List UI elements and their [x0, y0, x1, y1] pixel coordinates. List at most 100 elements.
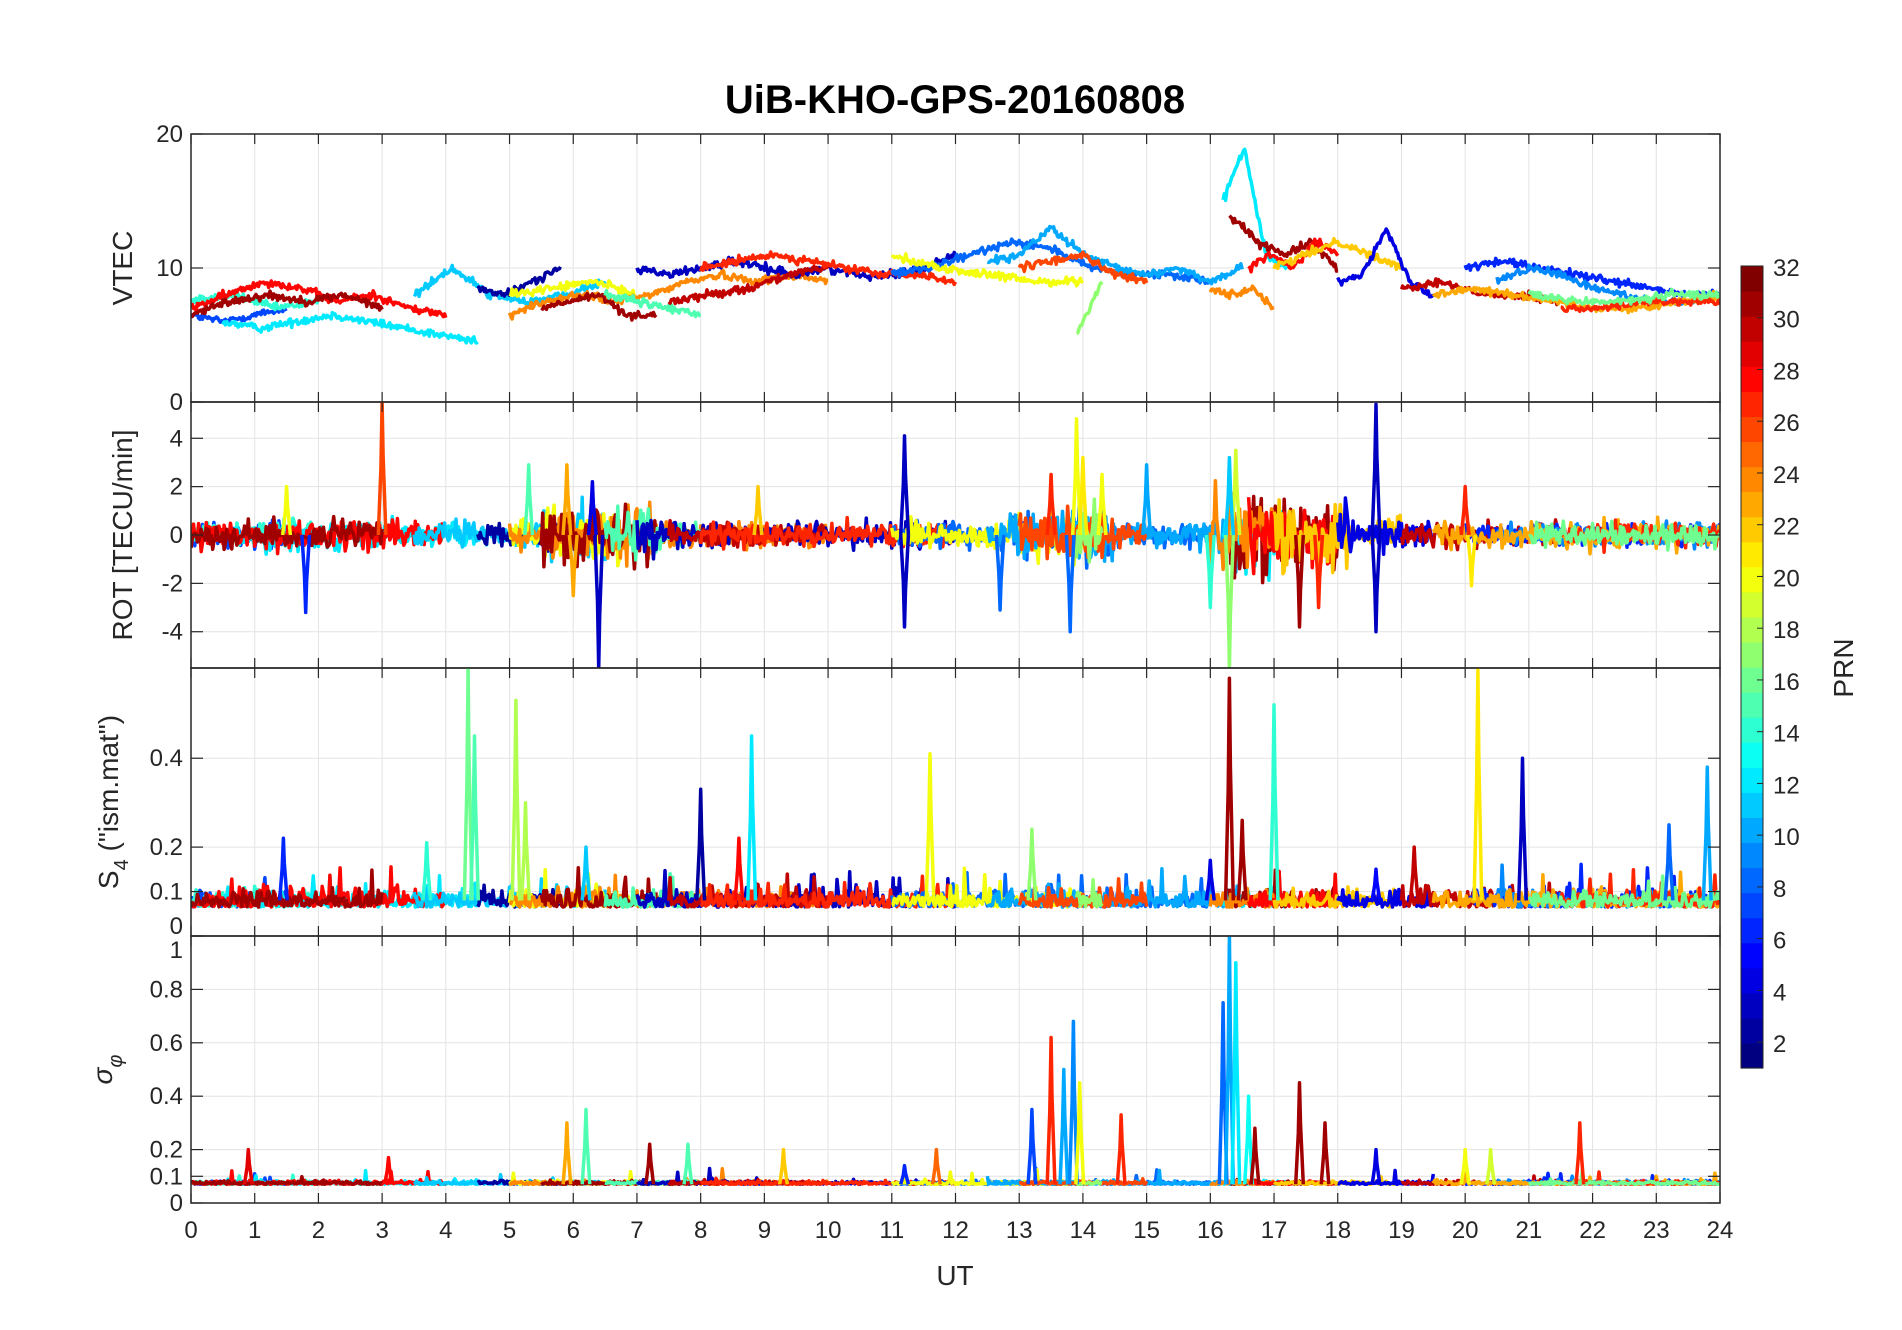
series-line-prn-16: [1527, 1168, 1720, 1187]
x-tick-label: 10: [815, 1217, 842, 1244]
spike-prn-11: [1223, 455, 1236, 536]
colorbar-level: [1741, 667, 1763, 693]
colorbar-level: [1741, 767, 1763, 793]
y-tick-label: -4: [162, 619, 183, 646]
spike-prn-31: [1293, 534, 1306, 629]
series-line-prn-20: [890, 252, 1085, 288]
y-tick-label: 0: [170, 522, 183, 549]
colorbar-level: [1741, 692, 1763, 718]
spike-prn-19: [1230, 448, 1242, 536]
spike-prn-19: [1485, 1147, 1497, 1185]
x-axis: 0 1 2 3 4 5 6 7 8 9 10 11 12 13 14 15 16 17 18 19 20 21 22 23 24: [184, 1217, 1733, 1244]
series-line-prn-4: [1336, 496, 1435, 557]
spike-prn-3: [593, 534, 605, 668]
colorbar-tick-label: 12: [1773, 772, 1800, 799]
colorbar-tick-label: 10: [1773, 824, 1800, 851]
spike-prn-15: [523, 463, 535, 536]
y-tick-label: 2: [170, 474, 183, 501]
y-axis-label-sigma: σφ: [87, 1055, 127, 1085]
series-line-prn-24: [1208, 284, 1275, 311]
y-tick-label: 0.1: [150, 1163, 183, 1190]
x-tick-label: 0: [184, 1217, 197, 1244]
y-axis-label-rot: ROT [TECU/min]: [107, 429, 138, 640]
spike-prn-31: [1236, 818, 1248, 901]
spike-prn-8: [994, 534, 1006, 612]
spike-prn-10: [1701, 765, 1713, 901]
spike-prn-20: [1070, 417, 1083, 536]
series-line-prn-16: [1527, 287, 1720, 306]
series-group-sigma: [191, 936, 1720, 1187]
colorbar-tick-label: 8: [1773, 876, 1786, 903]
colorbar-level: [1741, 566, 1763, 593]
y-tick-label: 0: [170, 913, 183, 940]
y-tick-label: 4: [170, 425, 183, 452]
spike-prn-29: [242, 1147, 254, 1185]
x-axis-label: UT: [936, 1260, 973, 1291]
x-tick-label: 16: [1197, 1217, 1224, 1244]
colorbar-tick-label: 26: [1773, 410, 1800, 437]
colorbar-level: [1741, 942, 1763, 969]
spike-prn-15: [468, 734, 481, 901]
colorbar-level: [1741, 316, 1763, 342]
spike-prn-3: [1516, 756, 1529, 901]
spike-prn-6: [899, 1163, 911, 1185]
colorbar-level: [1741, 341, 1763, 367]
colorbar-level: [1741, 516, 1763, 543]
series-line-prn-22: [1272, 236, 1404, 272]
colorbar-level: [1741, 1017, 1763, 1044]
x-tick-label: 20: [1452, 1217, 1479, 1244]
colorbar-frame: [1740, 265, 1764, 1069]
x-tick-label: 23: [1643, 1217, 1670, 1244]
colorbar-level: [1741, 266, 1763, 292]
spike-prn-15: [682, 1142, 694, 1185]
spike-prn-31: [644, 1142, 656, 1185]
spike-prn-8: [1217, 1001, 1229, 1185]
colorbar-tick-label: 14: [1773, 721, 1800, 748]
x-tick-label: 11: [879, 1217, 904, 1244]
spike-prn-14: [1204, 534, 1216, 610]
colorbar-tick-label: 24: [1773, 462, 1800, 489]
series-line-prn-12: [221, 310, 479, 345]
spike-prn-21: [1077, 455, 1089, 536]
spike-prn-11: [580, 845, 592, 901]
spike-prn-7: [1026, 1107, 1038, 1185]
series-line-prn-31: [191, 289, 384, 319]
series-line-prn-17: [1075, 281, 1104, 335]
colorbar-level: [1741, 917, 1763, 944]
spike-prn-18: [510, 698, 522, 901]
colorbar-tick-label: 20: [1773, 565, 1800, 592]
y-tick-label: 0.4: [150, 1083, 183, 1110]
y-tick-label: 0.2: [150, 834, 183, 861]
spike-prn-3: [898, 434, 911, 536]
x-tick-label: 2: [312, 1217, 325, 1244]
colorbar-tick-label: 22: [1773, 514, 1800, 541]
x-tick-label: 15: [1133, 1217, 1160, 1244]
x-tick-label: 7: [630, 1217, 643, 1244]
spike-prn-27: [1574, 1121, 1586, 1185]
series-line-prn-15: [603, 288, 702, 319]
panel-sigma: 00.10.2 0.4 0.6 0.8 1 σφ: [87, 935, 1721, 1217]
series-line-prn-26: [1017, 250, 1149, 285]
spike-prn-31: [1293, 1081, 1306, 1185]
y-tick-label: 0: [170, 1190, 183, 1217]
y-label-sub: 4: [111, 859, 133, 870]
colorbar-level: [1741, 466, 1763, 493]
colorbar-label: PRN: [1828, 638, 1859, 697]
spike-prn-27: [1459, 484, 1471, 536]
spike-prn-20: [1459, 1147, 1471, 1185]
spike-prn-28: [382, 1155, 395, 1185]
colorbar-tick-label: 32: [1773, 255, 1800, 282]
colorbar-tick-label: 18: [1773, 617, 1800, 644]
colorbar-level: [1741, 416, 1763, 443]
chart-title: UiB-KHO-GPS-20160808: [725, 78, 1185, 122]
spike-prn-20: [1074, 1081, 1086, 1185]
series-line-prn-31: [191, 1174, 383, 1187]
y-tick-label: 0.8: [150, 976, 183, 1003]
spike-prn-3: [898, 534, 911, 629]
series-line-prn-28: [191, 279, 448, 319]
y-tick-label: 20: [156, 121, 183, 148]
series-group-s4: [191, 668, 1720, 909]
spike-prn-25: [930, 1147, 942, 1185]
colorbar-tick-label: 30: [1773, 307, 1800, 334]
